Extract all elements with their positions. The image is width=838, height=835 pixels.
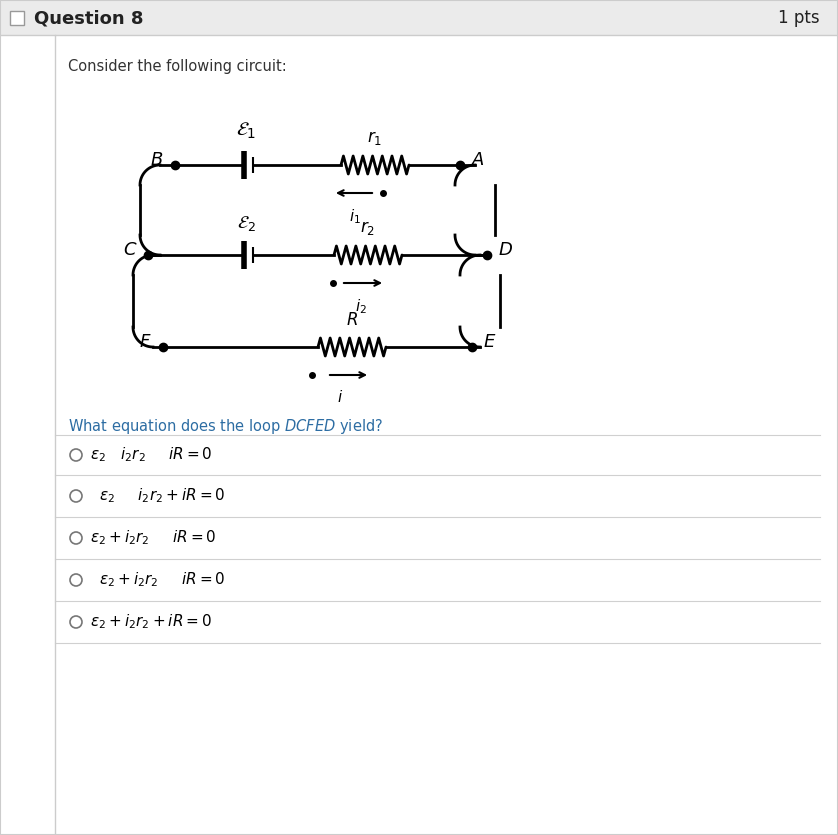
Text: $\epsilon_2 \quad i_2 r_2 \quad\;\; iR = 0$: $\epsilon_2 \quad i_2 r_2 \quad\;\; iR =… bbox=[90, 446, 213, 464]
Text: What equation does the loop $\mathit{DCFED}$ yield?: What equation does the loop $\mathit{DCF… bbox=[68, 417, 383, 436]
Text: $i_1$: $i_1$ bbox=[349, 207, 361, 225]
Text: $\epsilon_2 + i_2 r_2 \quad\;\; iR = 0$: $\epsilon_2 + i_2 r_2 \quad\;\; iR = 0$ bbox=[99, 570, 225, 590]
Bar bbox=[10, 11, 24, 25]
Text: $A$: $A$ bbox=[471, 151, 485, 169]
Text: $\epsilon_2 \quad\;\; i_2 r_2 + iR = 0$: $\epsilon_2 \quad\;\; i_2 r_2 + iR = 0$ bbox=[99, 487, 225, 505]
FancyBboxPatch shape bbox=[0, 0, 838, 35]
Text: $i$: $i$ bbox=[337, 389, 343, 405]
Text: $\mathcal{E}_1$: $\mathcal{E}_1$ bbox=[235, 121, 256, 141]
Text: $C$: $C$ bbox=[122, 241, 137, 259]
Text: $F$: $F$ bbox=[139, 333, 152, 351]
Text: $\epsilon_2 + i_2 r_2 + iR = 0$: $\epsilon_2 + i_2 r_2 + iR = 0$ bbox=[90, 613, 212, 631]
Text: $E$: $E$ bbox=[484, 333, 497, 351]
Text: $r_2$: $r_2$ bbox=[360, 219, 375, 237]
Text: $D$: $D$ bbox=[498, 241, 513, 259]
Text: $\mathcal{E}_2$: $\mathcal{E}_2$ bbox=[236, 214, 256, 233]
Text: $R$: $R$ bbox=[346, 312, 358, 329]
Text: $r_1$: $r_1$ bbox=[367, 129, 383, 147]
Text: $B$: $B$ bbox=[150, 151, 163, 169]
Text: Consider the following circuit:: Consider the following circuit: bbox=[68, 59, 287, 74]
Text: Question 8: Question 8 bbox=[34, 9, 143, 27]
Text: $\epsilon_2 + i_2 r_2 \quad\;\; iR = 0$: $\epsilon_2 + i_2 r_2 \quad\;\; iR = 0$ bbox=[90, 529, 216, 548]
Text: $i_2$: $i_2$ bbox=[355, 297, 367, 316]
Text: 1 pts: 1 pts bbox=[779, 9, 820, 27]
